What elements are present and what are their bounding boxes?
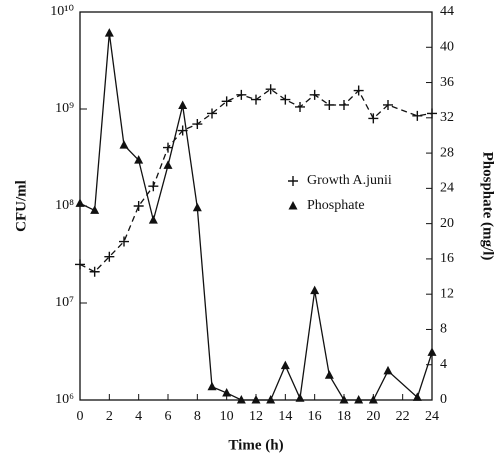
y2-tick-label: 8	[440, 322, 447, 337]
plus-marker	[265, 84, 276, 95]
plus-marker	[288, 176, 298, 186]
triangle-marker	[222, 387, 232, 397]
plus-marker	[280, 94, 291, 105]
y2-tick-label: 16	[440, 251, 454, 266]
y2-tick-label: 20	[440, 216, 454, 231]
y2-tick-label: 36	[440, 75, 454, 90]
triangle-marker	[310, 285, 320, 295]
triangle-marker	[163, 160, 173, 169]
x-tick-label: 6	[165, 409, 172, 424]
x-tick-label: 22	[396, 409, 410, 424]
plus-marker	[339, 99, 349, 110]
triangle-marker	[324, 370, 334, 379]
plus-marker	[412, 110, 423, 121]
y-tick-label: 10⁶	[55, 392, 74, 407]
plot-frame	[79, 11, 433, 401]
triangle-marker	[339, 395, 349, 404]
triangle-marker	[207, 381, 217, 391]
x-tick-label: 20	[366, 409, 380, 424]
triangle-marker	[354, 395, 364, 404]
triangle-marker	[134, 155, 144, 164]
plus-marker	[192, 119, 203, 130]
y2-tick-label: 24	[440, 181, 454, 196]
x-tick-label: 16	[308, 409, 322, 424]
y-tick-label: 10⁸	[55, 198, 74, 213]
plus-marker	[207, 108, 217, 119]
plus-marker	[148, 181, 159, 192]
triangle-marker	[148, 215, 158, 224]
plus-marker	[104, 251, 115, 262]
legend-label: Phosphate	[307, 198, 365, 213]
y2-tick-label: 32	[440, 110, 454, 125]
legend-label: Growth A.junii	[307, 173, 392, 188]
plus-marker	[236, 89, 247, 100]
y-tick-label: 10⁹	[55, 101, 74, 116]
y2-tick-label: 28	[440, 145, 454, 160]
x-tick-label: 18	[337, 409, 351, 424]
x-tick-label: 8	[194, 409, 201, 424]
plus-marker	[89, 266, 100, 277]
x-tick-label: 12	[249, 409, 263, 424]
triangle-marker	[75, 198, 85, 207]
y2-tick-label: 44	[440, 4, 454, 19]
x-tick-label: 2	[106, 409, 113, 424]
triangle-marker	[178, 100, 188, 109]
triangle-marker	[295, 393, 305, 402]
y-tick-label: 10⁷	[55, 295, 74, 310]
y2-axis-title: Phosphate (mg/l)	[480, 152, 496, 261]
plus-marker	[368, 113, 379, 124]
triangle-marker	[368, 395, 378, 404]
triangle-marker	[119, 140, 129, 149]
series-line	[79, 33, 433, 401]
plus-marker	[324, 99, 335, 110]
plus-marker	[163, 142, 173, 153]
triangle-marker	[280, 360, 290, 370]
x-tick-label: 14	[278, 409, 292, 424]
series-line	[79, 88, 433, 273]
triangle-marker	[192, 202, 202, 212]
triangle-marker	[266, 395, 276, 404]
plus-marker	[251, 94, 261, 105]
triangle-marker	[412, 392, 422, 401]
y2-tick-label: 40	[440, 39, 454, 54]
triangle-marker	[104, 28, 114, 37]
triangle-marker	[236, 395, 246, 404]
plus-marker	[295, 101, 305, 112]
plus-marker	[427, 108, 437, 119]
plus-marker	[133, 201, 144, 211]
x-tick-label: 24	[425, 409, 439, 424]
plus-marker	[75, 259, 85, 270]
triangle-marker	[288, 201, 298, 210]
x-tick-label: 0	[77, 409, 84, 424]
y2-tick-label: 0	[440, 392, 447, 407]
x-axis-title: Time (h)	[228, 437, 283, 453]
y-tick-label: 10¹⁰	[50, 4, 74, 19]
plus-marker	[353, 85, 364, 96]
plus-marker	[309, 89, 320, 100]
plus-marker	[383, 99, 393, 110]
y2-tick-label: 12	[440, 286, 454, 301]
plus-marker	[119, 236, 129, 247]
y-axis-title: CFU/ml	[13, 180, 29, 232]
triangle-marker	[90, 205, 100, 214]
x-tick-label: 10	[220, 409, 234, 424]
plus-marker	[221, 96, 232, 107]
y2-tick-label: 4	[440, 357, 447, 372]
x-tick-label: 4	[135, 409, 142, 424]
triangle-marker	[383, 365, 393, 375]
triangle-marker	[427, 347, 437, 356]
triangle-marker	[251, 395, 261, 404]
